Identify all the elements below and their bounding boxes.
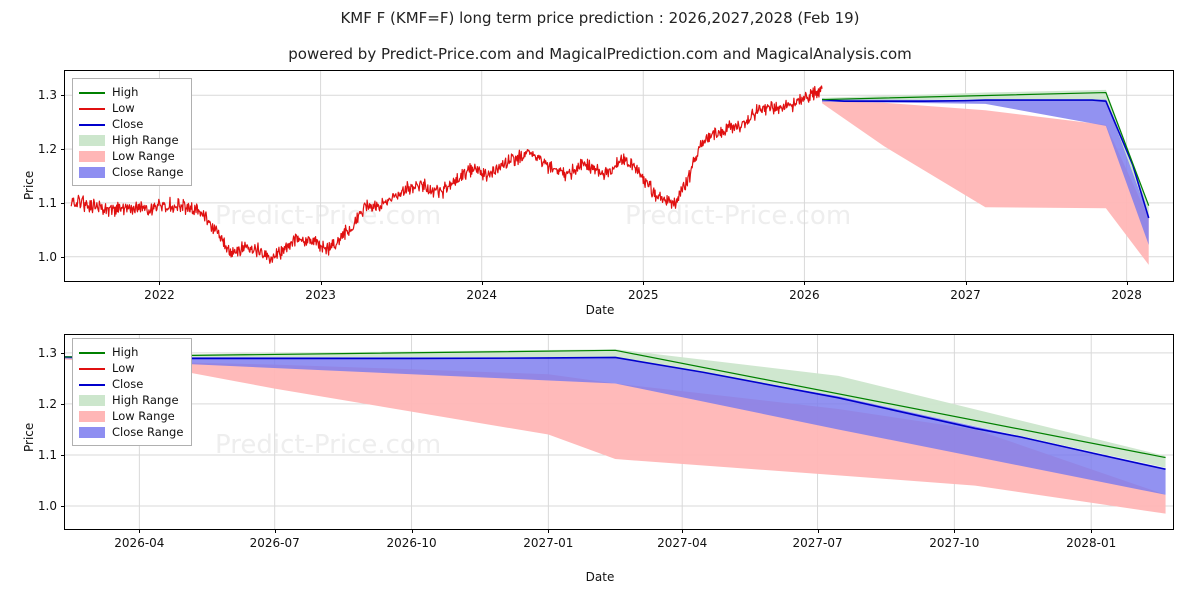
x-tick-label: 2026-10 [386, 536, 437, 550]
legend-item[interactable]: Close Range [79, 164, 183, 180]
y-tick-label: 1.1 [37, 447, 57, 462]
legend-item[interactable]: High Range [79, 392, 183, 408]
legend-item-label: High Range [112, 393, 179, 407]
x-tick-mark [682, 529, 684, 533]
legend-swatch-icon [79, 166, 105, 178]
legend-item-label: Close [112, 117, 144, 131]
bottom-x-axis-label: Date [585, 570, 615, 584]
y-tick-label: 1.0 [37, 499, 57, 514]
y-tick-mark [61, 95, 65, 97]
x-tick-label: 2022 [144, 288, 175, 302]
legend-swatch-icon [79, 363, 105, 374]
top-x-axis-label: Date [585, 303, 615, 317]
legend-item-label: Close [112, 377, 144, 391]
y-tick-mark [61, 403, 65, 405]
y-tick-mark [61, 202, 65, 204]
x-tick-mark [320, 281, 322, 285]
x-tick-label: 2027-04 [657, 536, 708, 550]
legend-item-label: Low Range [112, 149, 175, 163]
page-title: KMF F (KMF=F) long term price prediction… [340, 9, 860, 27]
watermark: Predict-Price.com [625, 201, 852, 231]
legend-item-label: Low [112, 101, 135, 115]
chart-legend[interactable]: High Low Close High Range Low Range Close Ran… [72, 78, 193, 186]
page-subtitle: powered by Predict-Price.com and Magical… [288, 45, 912, 63]
x-tick-mark [411, 529, 413, 533]
x-tick-mark [1091, 529, 1093, 533]
x-tick-label: 2027-10 [929, 536, 980, 550]
x-tick-mark [817, 529, 819, 533]
legend-swatch-icon [79, 394, 105, 406]
legend-swatch-icon [79, 119, 105, 130]
y-tick-mark [61, 352, 65, 354]
top-chart-panel: Predict-Price.comPredict-Price.comPredic… [64, 70, 1174, 282]
x-tick-label: 2027-01 [523, 536, 574, 550]
chart-legend[interactable]: High Low Close High Range Low Range Close Ran… [72, 338, 193, 446]
y-tick-mark [61, 149, 65, 151]
x-tick-label: 2026 [789, 288, 820, 302]
y-tick-label: 1.0 [37, 249, 57, 264]
legend-item[interactable]: Close Range [79, 424, 183, 440]
x-tick-mark [965, 281, 967, 285]
legend-item[interactable]: Low Range [79, 148, 183, 164]
legend-item[interactable]: Close [79, 376, 183, 392]
legend-swatch-icon [79, 87, 105, 98]
x-tick-mark [643, 281, 645, 285]
legend-item-label: Close Range [112, 165, 184, 179]
legend-item-label: High [112, 345, 139, 359]
x-tick-mark [548, 529, 550, 533]
x-tick-label: 2026-04 [114, 536, 165, 550]
legend-item-label: Low Range [112, 409, 175, 423]
x-tick-label: 2027 [950, 288, 981, 302]
legend-item-label: High [112, 85, 139, 99]
legend-item[interactable]: Low Range [79, 408, 183, 424]
x-tick-label: 2023 [305, 288, 336, 302]
legend-swatch-icon [79, 426, 105, 438]
y-tick-label: 1.3 [37, 88, 57, 103]
legend-swatch-icon [79, 103, 105, 114]
y-tick-label: 1.2 [37, 142, 57, 157]
y-tick-label: 1.1 [37, 195, 57, 210]
x-tick-label: 2024 [466, 288, 497, 302]
x-tick-mark [1126, 281, 1128, 285]
legend-swatch-icon [79, 410, 105, 422]
x-tick-mark [159, 281, 161, 285]
y-tick-label: 1.3 [37, 345, 57, 360]
top-plot-area: Predict-Price.comPredict-Price.comPredic… [65, 71, 1173, 281]
legend-item[interactable]: Low [79, 360, 183, 376]
x-tick-label: 2027-07 [792, 536, 843, 550]
x-tick-mark [954, 529, 956, 533]
legend-item[interactable]: Low [79, 100, 183, 116]
x-tick-mark [274, 529, 276, 533]
legend-item[interactable]: High Range [79, 132, 183, 148]
x-tick-mark [804, 281, 806, 285]
legend-item-label: High Range [112, 133, 179, 147]
x-tick-label: 2028-01 [1066, 536, 1117, 550]
y-tick-mark [61, 506, 65, 508]
x-tick-label: 2026-07 [249, 536, 300, 550]
legend-item[interactable]: Close [79, 116, 183, 132]
legend-item[interactable]: High [79, 344, 183, 360]
plot-svg [65, 335, 1173, 529]
legend-swatch-icon [79, 379, 105, 390]
watermark: Predict-Price.com [215, 201, 442, 231]
y-tick-mark [61, 256, 65, 258]
legend-swatch-icon [79, 347, 105, 358]
legend-swatch-icon [79, 150, 105, 162]
legend-item[interactable]: High [79, 84, 183, 100]
y-tick-mark [61, 454, 65, 456]
x-tick-mark [139, 529, 141, 533]
x-tick-label: 2028 [1111, 288, 1142, 302]
x-tick-mark [481, 281, 483, 285]
x-tick-label: 2025 [627, 288, 659, 302]
legend-item-label: Low [112, 361, 135, 375]
plot-svg [65, 71, 1173, 281]
legend-item-label: Close Range [112, 425, 184, 439]
y-tick-label: 1.2 [37, 396, 57, 411]
legend-swatch-icon [79, 134, 105, 146]
